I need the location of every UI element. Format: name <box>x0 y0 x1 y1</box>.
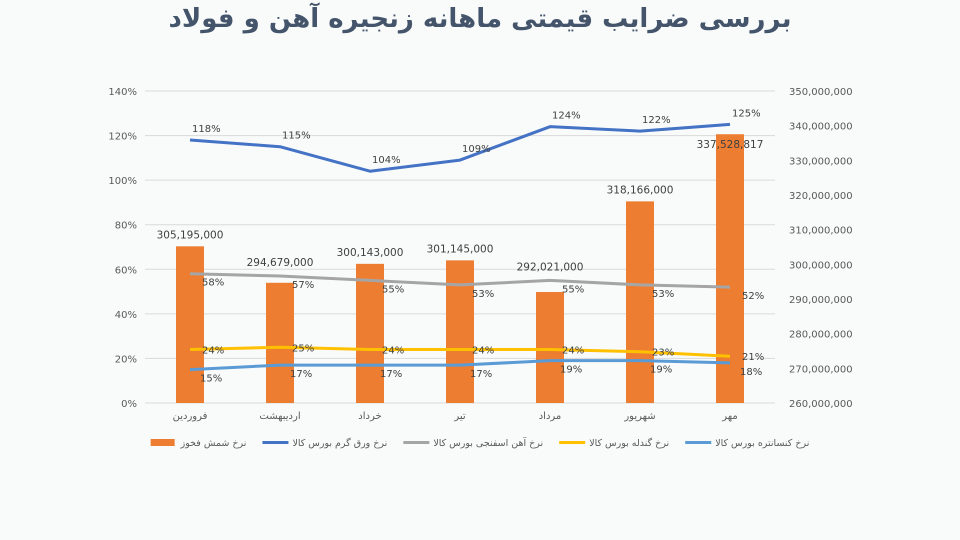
right-tick-label: 340,000,000 <box>789 122 853 133</box>
line-data-label: 17% <box>470 369 492 380</box>
x-tick-label: مرداد <box>539 411 562 422</box>
bar-data-label: 301,145,000 <box>427 243 494 255</box>
bar-data-label: 292,021,000 <box>517 261 584 273</box>
legend-swatch <box>150 439 175 446</box>
line-data-label: 18% <box>740 367 762 378</box>
series-line <box>189 122 731 173</box>
chart-title: بررسی ضرایب قیمتی ماهانه زنجیره آهن و فو… <box>168 4 792 34</box>
line-data-label: 15% <box>200 374 222 385</box>
line-data-label: 19% <box>650 365 672 376</box>
left-tick-label: 80% <box>115 221 137 232</box>
bar-data-label: 294,679,000 <box>247 257 314 269</box>
line-data-label: 118% <box>192 124 221 135</box>
right-tick-label: 280,000,000 <box>789 330 853 341</box>
line-data-label: 53% <box>652 289 674 300</box>
right-tick-label: 330,000,000 <box>789 156 853 167</box>
line-data-label: 53% <box>472 289 494 300</box>
bar <box>176 246 204 403</box>
right-tick-label: 300,000,000 <box>789 260 853 271</box>
line-data-label: 24% <box>202 346 224 357</box>
line-data-label: 57% <box>292 280 314 291</box>
left-tick-label: 20% <box>115 354 137 365</box>
line-data-label: 19% <box>560 365 582 376</box>
line-data-label: 52% <box>742 291 764 302</box>
line-data-label: 115% <box>282 131 311 142</box>
line-data-label: 109% <box>462 144 491 155</box>
line-data-label: 55% <box>382 284 404 295</box>
line-data-label: 17% <box>380 369 402 380</box>
line-data-label: 104% <box>372 155 401 166</box>
left-tick-label: 120% <box>108 132 137 143</box>
left-tick-label: 0% <box>121 399 137 410</box>
x-tick-label: اردیبهشت <box>259 411 300 422</box>
right-tick-label: 270,000,000 <box>789 364 853 375</box>
line-data-label: 24% <box>382 346 404 357</box>
right-tick-label: 290,000,000 <box>789 295 853 306</box>
legend-label: نرخ گندله بورس کالا <box>589 437 669 449</box>
legend-label: نرخ ورق گرم بورس کالا <box>292 437 387 449</box>
series-line <box>189 272 731 289</box>
line-data-label: 24% <box>472 346 494 357</box>
bar-data-label: 300,143,000 <box>337 247 404 259</box>
legend-label: نرخ آهن اسفنجی بورس کالا <box>433 436 543 449</box>
bar <box>536 291 564 403</box>
line-data-label: 58% <box>202 278 224 289</box>
line-data-label: 24% <box>562 346 584 357</box>
legend-label: نرخ شمش فخوز <box>180 438 247 449</box>
line-data-label: 23% <box>652 348 674 359</box>
right-tick-label: 260,000,000 <box>789 399 853 410</box>
x-tick-label: فروردین <box>173 411 208 422</box>
bar <box>266 282 294 403</box>
line-data-label: 25% <box>292 343 314 354</box>
line-data-label: 17% <box>290 369 312 380</box>
left-tick-label: 140% <box>108 87 137 98</box>
right-tick-label: 320,000,000 <box>789 191 853 202</box>
line-data-label: 21% <box>742 352 764 363</box>
bar-data-label: 337,528,817 <box>697 139 764 151</box>
left-tick-label: 60% <box>115 265 137 276</box>
x-tick-label: خرداد <box>358 411 381 422</box>
line-data-label: 124% <box>552 111 581 122</box>
bar <box>716 134 744 403</box>
bar-data-label: 305,195,000 <box>157 229 224 241</box>
bar-data-label: 318,166,000 <box>607 184 674 196</box>
bar <box>446 260 474 403</box>
right-tick-label: 310,000,000 <box>789 226 853 237</box>
x-tick-label: شهریور <box>623 411 655 422</box>
series-line <box>189 359 731 372</box>
right-tick-label: 350,000,000 <box>789 87 853 98</box>
x-tick-label: مهر <box>721 411 737 422</box>
line-data-label: 122% <box>642 115 671 126</box>
x-tick-label: تیر <box>453 411 466 422</box>
line-data-label: 55% <box>562 284 584 295</box>
line-data-label: 125% <box>732 108 761 119</box>
legend-label: نرخ کنسانتره بورس کالا <box>715 438 809 449</box>
left-tick-label: 40% <box>115 310 137 321</box>
bar <box>356 263 384 403</box>
bar <box>626 201 654 403</box>
left-tick-label: 100% <box>108 176 137 187</box>
series-line <box>189 345 731 358</box>
